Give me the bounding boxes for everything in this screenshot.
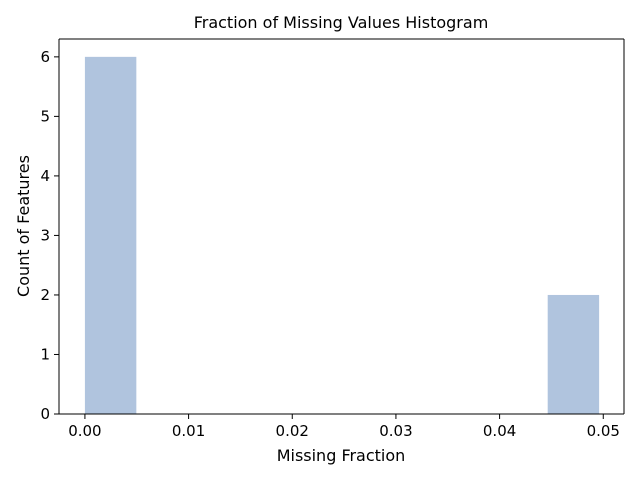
y-tick-label: 3 xyxy=(40,226,50,244)
x-tick-label: 0.05 xyxy=(587,422,620,440)
y-axis-label: Count of Features xyxy=(14,155,33,297)
x-tick-label: 0.03 xyxy=(379,422,412,440)
y-tick-label: 5 xyxy=(40,107,50,125)
y-tick-label: 2 xyxy=(40,286,50,304)
x-tick-label: 0.01 xyxy=(172,422,205,440)
histogram-bar-9 xyxy=(547,294,600,414)
x-tick-label: 0.02 xyxy=(276,422,309,440)
ticks-layer: 0.00 0.01 0.02 0.03 0.04 0.05 0 1 2 3 4 5 6 xyxy=(40,48,620,440)
chart-title: Fraction of Missing Values Histogram xyxy=(194,13,489,32)
bars-layer xyxy=(84,56,600,414)
x-tick-label: 0.04 xyxy=(483,422,516,440)
y-tick-label: 0 xyxy=(40,405,50,423)
y-tick-label: 1 xyxy=(40,345,50,363)
x-tick-label: 0.00 xyxy=(68,422,101,440)
axes-layer xyxy=(58,38,625,415)
histogram-bar-0 xyxy=(84,56,137,414)
y-tick-label: 6 xyxy=(40,48,50,66)
y-tick-label: 4 xyxy=(40,167,50,185)
x-axis-label: Missing Fraction xyxy=(277,446,406,465)
